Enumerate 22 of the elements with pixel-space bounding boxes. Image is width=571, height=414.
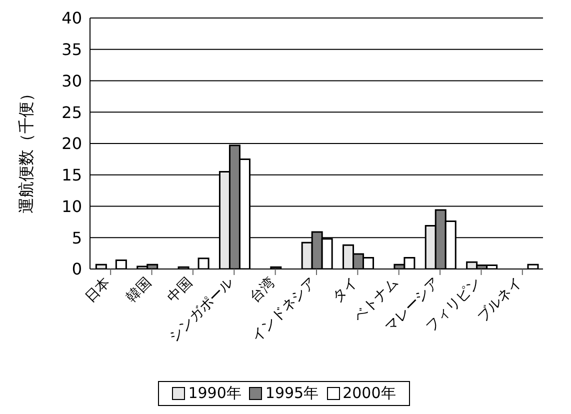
bar	[527, 264, 539, 269]
y-tick-label: 25	[62, 102, 82, 122]
x-tick-label: 中国	[164, 274, 196, 306]
y-tick-label: 5	[72, 228, 82, 248]
x-tick-label: 台湾	[247, 274, 278, 306]
y-tick-label: 20	[62, 134, 82, 154]
y-tick-label: 0	[72, 260, 82, 279]
y-tick-label: 40	[62, 8, 82, 28]
x-tick-label: 韓国	[123, 274, 155, 306]
bar	[115, 259, 127, 269]
bar	[95, 264, 107, 269]
legend-label: 1995年	[265, 384, 319, 403]
x-tick-label: 日本	[82, 274, 114, 306]
x-tick-label: タイ	[329, 274, 361, 306]
y-tick-label: 10	[62, 196, 82, 216]
y-axis-title: 運航便数（千便）	[16, 86, 36, 214]
y-tick-label: 35	[62, 40, 82, 60]
y-tick-label: 30	[62, 71, 82, 90]
y-tick-label: 15	[62, 166, 82, 185]
legend-label: 2000年	[342, 384, 396, 403]
bar	[198, 258, 210, 269]
legend-label: 1990年	[188, 384, 242, 403]
